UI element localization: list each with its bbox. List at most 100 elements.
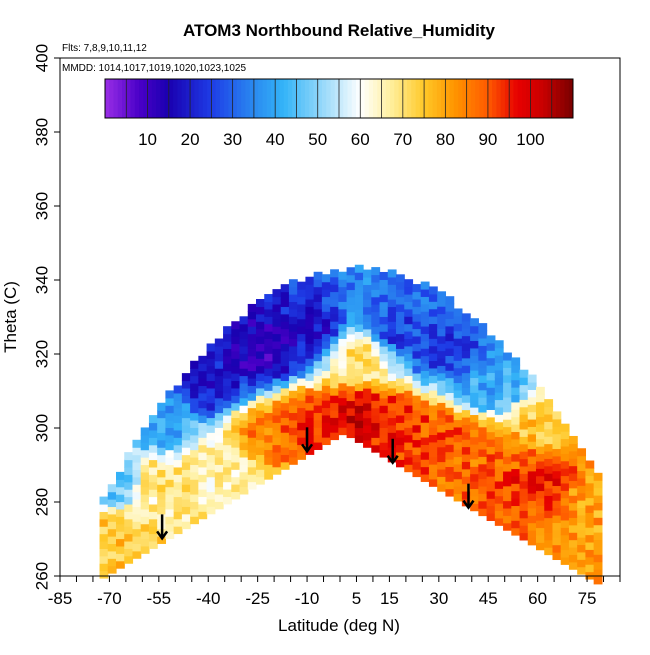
heatmap-cell xyxy=(585,467,595,476)
colorbar-segment xyxy=(109,79,114,118)
heatmap-cell xyxy=(288,382,298,391)
heatmap-cell xyxy=(214,390,224,399)
colorbar-segment xyxy=(428,79,434,118)
heatmap-cell xyxy=(288,301,298,310)
heatmap-cell xyxy=(428,382,438,391)
heatmap-cell xyxy=(552,448,562,457)
heatmap-cell xyxy=(116,560,125,569)
heatmap-cell xyxy=(288,360,298,369)
heatmap-cell xyxy=(420,399,430,408)
heatmap-cell xyxy=(354,279,364,288)
heatmap-cell xyxy=(428,308,438,317)
heatmap-cell xyxy=(404,279,414,288)
heatmap-cell xyxy=(280,461,290,470)
heatmap-cell xyxy=(486,431,496,440)
heatmap-cell xyxy=(363,402,372,411)
heatmap-cell xyxy=(330,380,339,389)
heatmap-cell xyxy=(223,326,232,335)
heatmap-cell xyxy=(338,353,348,362)
heatmap-cell xyxy=(272,422,282,431)
heatmap-cell xyxy=(363,306,372,315)
heatmap-cell xyxy=(527,515,537,524)
heatmap-cell xyxy=(223,392,232,401)
heatmap-cell xyxy=(593,554,603,563)
heatmap-cell xyxy=(511,483,521,492)
heatmap-cell xyxy=(140,471,150,480)
heatmap-cell xyxy=(486,409,496,418)
heatmap-cell xyxy=(297,303,307,312)
heatmap-cell xyxy=(461,453,471,462)
heatmap-cell xyxy=(288,294,298,303)
heatmap-cell xyxy=(107,484,117,493)
heatmap-cell xyxy=(503,352,512,361)
heatmap-cell xyxy=(404,338,414,347)
heatmap-cell xyxy=(280,328,290,337)
heatmap-cell xyxy=(494,466,504,475)
heatmap-cell xyxy=(387,269,397,278)
heatmap-cell xyxy=(478,441,488,450)
colorbar-segment xyxy=(517,79,523,118)
heatmap-cell xyxy=(536,497,545,506)
heatmap-cell xyxy=(511,409,521,418)
heatmap-cell xyxy=(511,512,521,521)
heatmap-cell xyxy=(470,451,479,460)
heatmap-cell xyxy=(330,321,339,330)
heatmap-cell xyxy=(132,491,142,500)
heatmap-cell xyxy=(503,374,512,383)
heatmap-cell xyxy=(544,421,554,430)
heatmap-cell xyxy=(519,495,529,504)
heatmap-cell xyxy=(420,288,430,297)
heatmap-cell xyxy=(363,380,372,389)
heatmap-cell xyxy=(428,316,438,325)
heatmap-cell xyxy=(165,390,175,399)
heatmap-cell xyxy=(280,432,290,441)
heatmap-cell xyxy=(140,501,150,510)
heatmap-cell xyxy=(321,422,331,431)
heatmap-cell xyxy=(338,308,348,317)
heatmap-cell xyxy=(181,410,191,419)
heatmap-cell xyxy=(585,556,595,565)
heatmap-cell xyxy=(280,380,290,389)
heatmap-cell xyxy=(420,355,430,364)
heatmap-cell xyxy=(165,442,175,451)
heatmap-cell xyxy=(519,458,529,467)
heatmap-cell xyxy=(190,516,199,525)
heatmap-cell xyxy=(223,451,232,460)
heatmap-cell xyxy=(346,415,356,424)
heatmap-cell xyxy=(297,363,307,372)
y-tick-label: 340 xyxy=(33,266,52,294)
heatmap-cell xyxy=(486,401,496,410)
heatmap-cell xyxy=(519,532,529,541)
heatmap-cell xyxy=(371,422,381,431)
heatmap-cell xyxy=(346,333,356,342)
y-tick-label: 380 xyxy=(33,118,52,146)
heatmap-cell xyxy=(214,434,224,443)
heatmap-cell xyxy=(536,520,545,529)
heatmap-cell xyxy=(157,410,167,419)
heatmap-cell xyxy=(297,414,307,423)
heatmap-cell xyxy=(519,436,529,445)
heatmap-cell xyxy=(280,306,290,315)
heatmap-cell xyxy=(354,427,364,436)
heatmap-cell xyxy=(313,434,323,443)
heatmap-cell xyxy=(173,466,183,475)
heatmap-cell xyxy=(420,340,430,349)
heatmap-cell xyxy=(585,475,595,484)
heatmap-cell xyxy=(437,424,447,433)
heatmap-cell xyxy=(247,400,257,409)
heatmap-cell xyxy=(321,340,331,349)
heatmap-cell xyxy=(585,504,595,513)
heatmap-cell xyxy=(560,482,570,491)
heatmap-cell xyxy=(412,284,422,293)
heatmap-cell xyxy=(165,449,175,458)
heatmap-cell xyxy=(305,439,315,448)
heatmap-cell xyxy=(173,496,183,505)
colorbar-segment xyxy=(253,79,259,118)
heatmap-cell xyxy=(461,402,471,411)
heatmap-cell xyxy=(527,492,537,501)
heatmap-cell xyxy=(198,511,208,520)
heatmap-cell xyxy=(247,481,257,490)
heatmap-cell xyxy=(288,390,298,399)
heatmap-cell xyxy=(256,476,265,485)
heatmap-cell xyxy=(288,316,298,325)
